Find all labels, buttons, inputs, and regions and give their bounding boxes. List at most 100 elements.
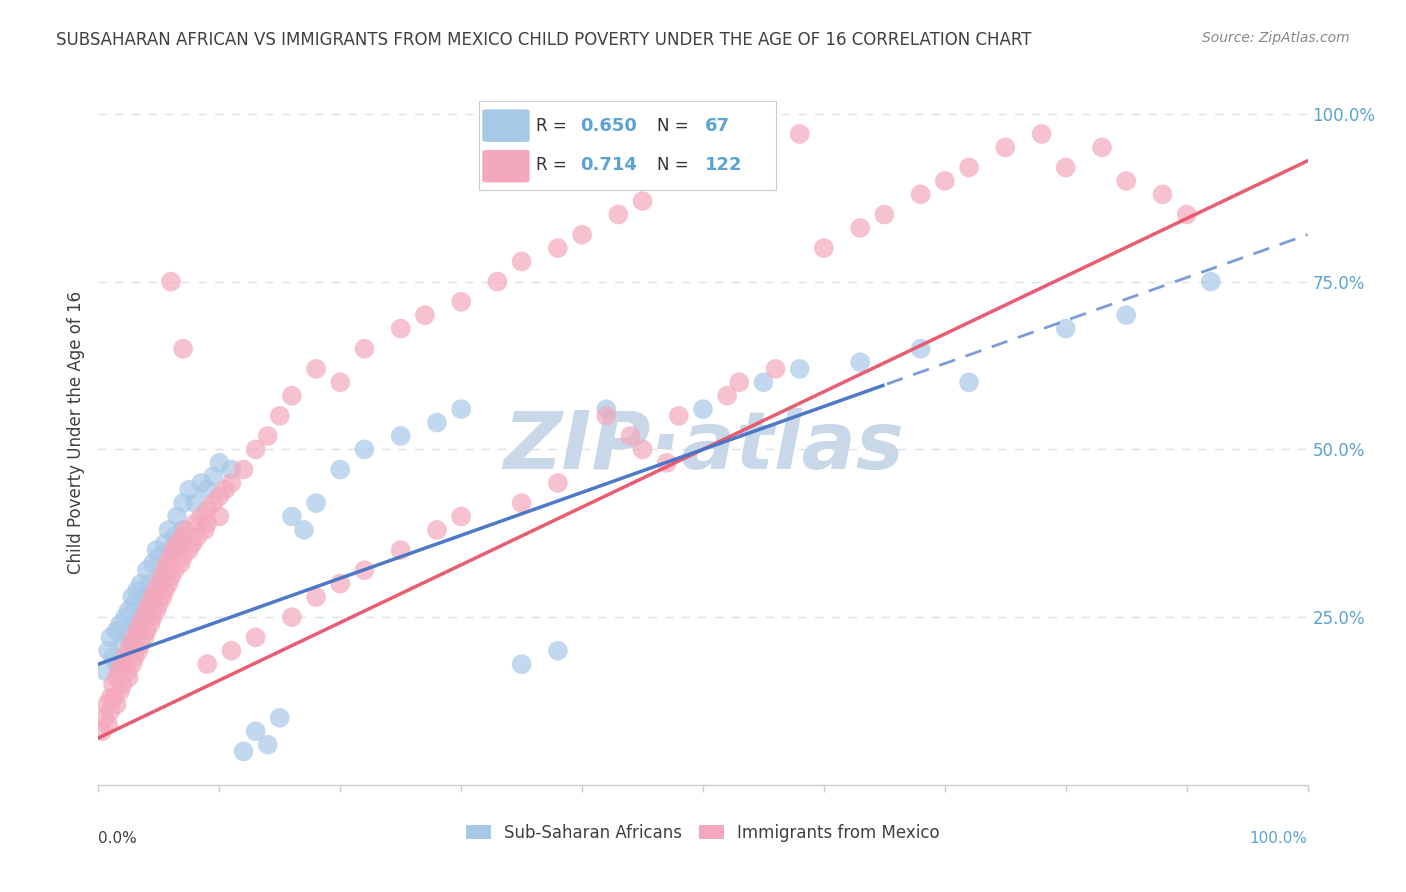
- Point: [269, 711, 291, 725]
- Point: [202, 469, 225, 483]
- Point: [450, 294, 472, 309]
- Point: [413, 308, 436, 322]
- Point: [174, 523, 197, 537]
- Point: [208, 509, 231, 524]
- Point: [1031, 127, 1053, 141]
- Point: [101, 677, 124, 691]
- Point: [184, 516, 207, 531]
- Point: [692, 161, 714, 175]
- Point: [142, 557, 165, 571]
- Point: [179, 483, 201, 497]
- Point: [849, 355, 872, 369]
- Point: [221, 462, 243, 476]
- Point: [1091, 140, 1114, 154]
- Point: [1115, 308, 1137, 322]
- Point: [547, 644, 569, 658]
- Point: [547, 241, 569, 255]
- Point: [120, 637, 142, 651]
- Point: [716, 389, 738, 403]
- Point: [353, 342, 375, 356]
- Point: [108, 684, 131, 698]
- Point: [668, 174, 690, 188]
- Point: [127, 583, 149, 598]
- Point: [105, 698, 128, 712]
- Point: [329, 376, 352, 390]
- Point: [108, 664, 131, 678]
- Point: [450, 402, 472, 417]
- Point: [135, 624, 157, 638]
- Point: [169, 536, 191, 550]
- Point: [160, 543, 183, 558]
- Point: [195, 483, 218, 497]
- Point: [97, 717, 120, 731]
- Point: [184, 496, 207, 510]
- Point: [142, 610, 165, 624]
- Point: [129, 637, 152, 651]
- Point: [148, 549, 170, 564]
- Point: [305, 496, 328, 510]
- Point: [157, 576, 180, 591]
- Point: [595, 402, 617, 417]
- Point: [127, 644, 149, 658]
- Point: [135, 563, 157, 577]
- Point: [281, 509, 304, 524]
- Point: [910, 342, 932, 356]
- Point: [655, 456, 678, 470]
- Point: [163, 563, 186, 577]
- Point: [160, 275, 183, 289]
- Point: [181, 536, 204, 550]
- Point: [245, 630, 267, 644]
- Point: [1175, 207, 1198, 221]
- Text: SUBSAHARAN AFRICAN VS IMMIGRANTS FROM MEXICO CHILD POVERTY UNDER THE AGE OF 16 C: SUBSAHARAN AFRICAN VS IMMIGRANTS FROM ME…: [56, 31, 1032, 49]
- Point: [305, 362, 328, 376]
- Point: [172, 549, 194, 564]
- Point: [1199, 275, 1222, 289]
- Point: [127, 624, 149, 638]
- Text: 100.0%: 100.0%: [1250, 830, 1308, 846]
- Point: [105, 671, 128, 685]
- Point: [389, 543, 412, 558]
- Point: [195, 503, 218, 517]
- Point: [752, 140, 775, 154]
- Point: [607, 207, 630, 221]
- Point: [118, 603, 141, 617]
- Point: [256, 738, 278, 752]
- Point: [187, 530, 209, 544]
- Point: [195, 516, 218, 531]
- Point: [129, 576, 152, 591]
- Point: [96, 698, 118, 712]
- Point: [143, 583, 166, 598]
- Point: [510, 254, 533, 268]
- Point: [194, 523, 217, 537]
- Point: [486, 275, 509, 289]
- Point: [132, 610, 155, 624]
- Point: [163, 530, 186, 544]
- Point: [450, 509, 472, 524]
- Point: [111, 677, 134, 691]
- Point: [157, 523, 180, 537]
- Legend: Sub-Saharan Africans, Immigrants from Mexico: Sub-Saharan Africans, Immigrants from Me…: [460, 817, 946, 848]
- Point: [214, 483, 236, 497]
- Point: [124, 616, 146, 631]
- Point: [190, 475, 212, 490]
- Point: [789, 127, 811, 141]
- Point: [153, 583, 176, 598]
- Point: [117, 664, 139, 678]
- Point: [353, 442, 375, 457]
- Point: [510, 657, 533, 672]
- Point: [172, 523, 194, 537]
- Point: [426, 416, 449, 430]
- Point: [389, 429, 412, 443]
- Point: [547, 475, 569, 490]
- Point: [121, 657, 143, 672]
- Point: [873, 207, 896, 221]
- Point: [134, 590, 156, 604]
- Point: [728, 376, 751, 390]
- Point: [150, 576, 173, 591]
- Point: [221, 475, 243, 490]
- Point: [138, 597, 160, 611]
- Point: [105, 624, 128, 638]
- Text: Source: ZipAtlas.com: Source: ZipAtlas.com: [1202, 31, 1350, 45]
- Point: [329, 462, 352, 476]
- Point: [957, 376, 980, 390]
